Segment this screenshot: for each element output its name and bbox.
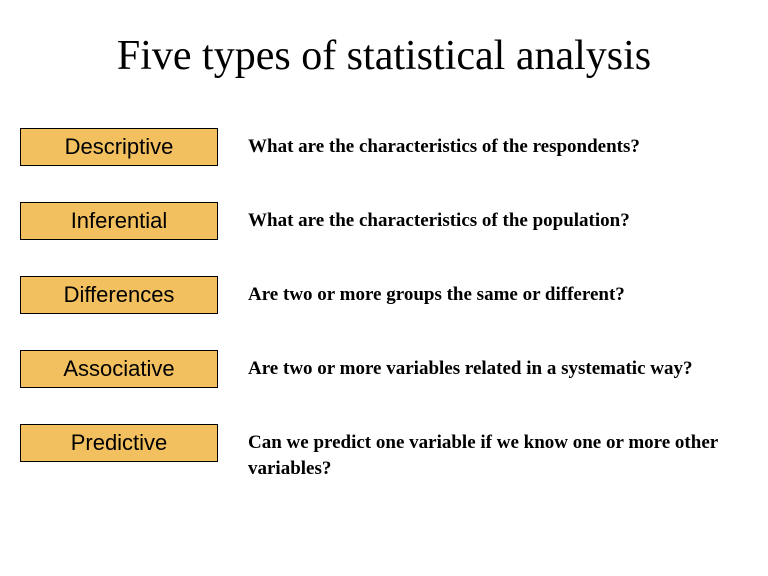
type-description: Are two or more variables related in a s… [248,350,692,382]
list-item: Descriptive What are the characteristics… [20,128,748,166]
type-box: Associative [20,350,218,388]
type-box: Descriptive [20,128,218,166]
type-description: What are the characteristics of the popu… [248,202,630,234]
type-description: Are two or more groups the same or diffe… [248,276,625,308]
page-title: Five types of statistical analysis [0,0,768,98]
type-description: Can we predict one variable if we know o… [248,424,748,481]
list-item: Inferential What are the characteristics… [20,202,748,240]
type-description: What are the characteristics of the resp… [248,128,640,160]
analysis-type-list: Descriptive What are the characteristics… [0,128,768,481]
type-box: Predictive [20,424,218,462]
list-item: Differences Are two or more groups the s… [20,276,748,314]
type-box: Differences [20,276,218,314]
list-item: Associative Are two or more variables re… [20,350,748,388]
type-box: Inferential [20,202,218,240]
list-item: Predictive Can we predict one variable i… [20,424,748,481]
